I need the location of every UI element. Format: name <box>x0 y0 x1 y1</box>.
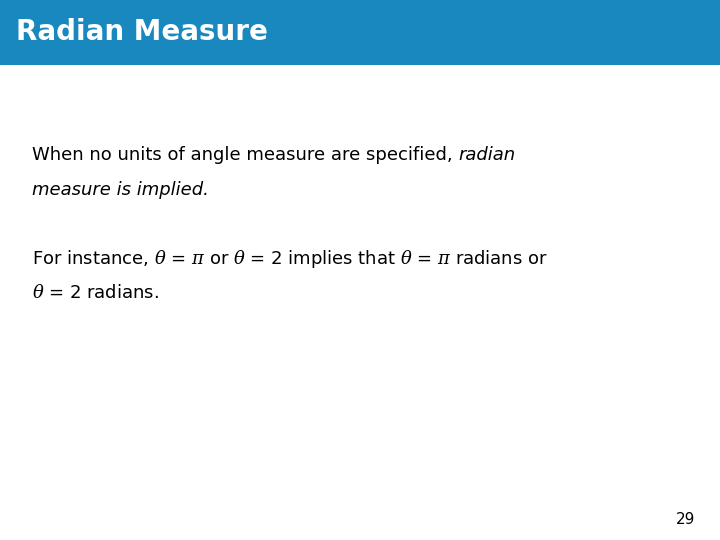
Text: $\theta$ = 2 radians.: $\theta$ = 2 radians. <box>32 284 159 301</box>
Text: 29: 29 <box>675 511 695 526</box>
Text: measure is implied.: measure is implied. <box>32 181 210 199</box>
Bar <box>0 0 720 65</box>
Text: When no units of angle measure are specified,: When no units of angle measure are speci… <box>32 146 459 164</box>
Text: radian: radian <box>459 146 516 164</box>
Text: For instance, $\theta$ = $\pi$ or $\theta$ = 2 implies that $\theta$ = $\pi$ rad: For instance, $\theta$ = $\pi$ or $\thet… <box>32 248 548 271</box>
Text: Radian Measure: Radian Measure <box>16 18 268 46</box>
